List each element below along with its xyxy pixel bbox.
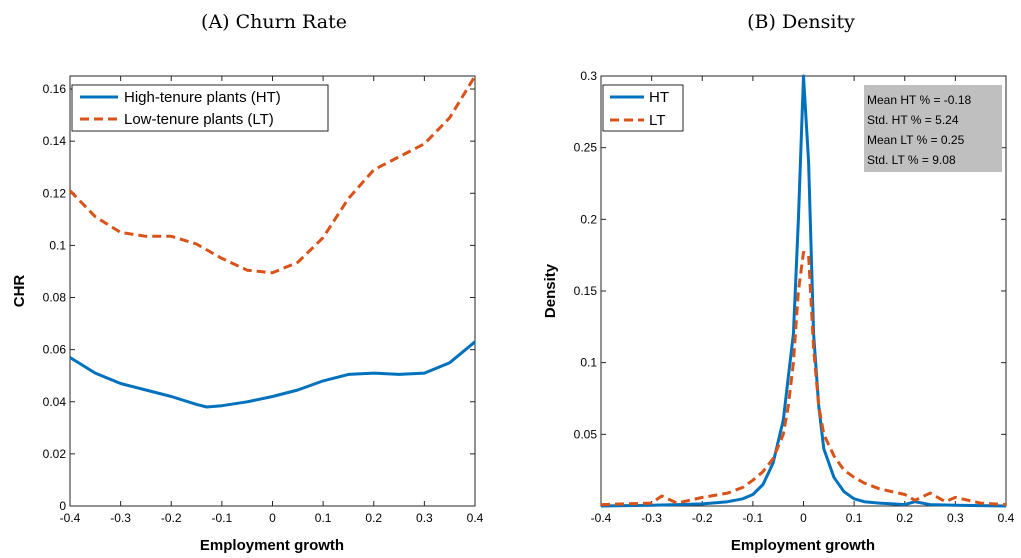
stats-box-background	[864, 85, 1002, 172]
legend-label-ht: High-tenure plants (HT)	[124, 89, 281, 106]
x-tick-label: -0.2	[692, 511, 713, 525]
series-line-ht	[600, 74, 1007, 508]
x-tick-label: 0.2	[896, 511, 913, 525]
x-tick-label: 0.1	[315, 511, 332, 525]
panel-a-y-axis-label: CHR	[11, 275, 28, 308]
y-tick-label: 0.15	[574, 284, 598, 298]
x-tick-label: 0	[800, 511, 807, 525]
panel-b-legend-box	[602, 84, 684, 132]
x-tick-label: 0.4	[467, 511, 484, 525]
x-tick-label: 0.3	[416, 511, 433, 525]
y-tick-label: 0.3	[580, 69, 597, 83]
x-tick-label: 0.1	[846, 511, 863, 525]
stats-mean-ht: Mean HT % = -0.18	[867, 93, 971, 107]
panel-b-legend: HT LT	[602, 84, 684, 132]
y-tick-label: 0.16	[43, 82, 67, 96]
y-tick-label: 0.14	[43, 134, 67, 148]
x-tick-label: -0.3	[641, 511, 662, 525]
legend-label-lt: Low-tenure plants (LT)	[124, 111, 274, 128]
y-tick-label: 0.12	[43, 186, 67, 200]
panel-a-legend: High-tenure plants (HT) Low-tenure plant…	[71, 84, 329, 132]
y-tick-label: 0.1	[580, 356, 597, 370]
y-tick-label: 0.2	[580, 212, 597, 226]
y-tick-label: 0.08	[43, 291, 67, 305]
x-tick-label: -0.1	[212, 511, 233, 525]
panel-a-x-axis-label: Employment growth	[200, 537, 344, 554]
y-tick-label: 0.05	[574, 427, 598, 441]
panel-a-title: (A) Churn Rate	[201, 11, 347, 33]
x-tick-label: -0.3	[110, 511, 131, 525]
x-tick-label: 0	[269, 511, 276, 525]
panel-b: (B) Density -0.4 -0.3 -0.2 -0.1 0 0.1 0.2 0.3 0.…	[542, 11, 1015, 554]
stats-mean-lt: Mean LT % = 0.25	[867, 133, 965, 147]
stats-std-lt: Std. LT % = 9.08	[867, 153, 956, 167]
y-tick-label: 0.02	[43, 447, 67, 461]
x-tick-label: 0.4	[998, 511, 1015, 525]
x-tick-label: -0.4	[591, 511, 612, 525]
panel-a-y-ticks: 0 0.02 0.04 0.06 0.08 0.1 0.12 0.14 0.16	[43, 82, 475, 513]
panel-b-series	[600, 74, 1007, 508]
legend-label-ht: HT	[649, 89, 669, 106]
panel-a: (A) Churn Rate -0.4 -0.3 -0.2 -0.1 0 0.1 0.2 0.…	[11, 11, 484, 554]
panel-b-y-ticks: 0.05 0.1 0.15 0.2 0.25 0.3	[574, 69, 1006, 441]
panel-a-legend-box	[71, 84, 329, 132]
x-tick-label: 0.3	[947, 511, 964, 525]
y-tick-label: 0.04	[43, 395, 67, 409]
series-line-ht	[69, 340, 476, 409]
panel-b-title: (B) Density	[747, 11, 855, 33]
panel-b-x-axis-label: Employment growth	[731, 537, 875, 554]
stats-box: Mean HT % = -0.18 Std. HT % = 5.24 Mean …	[864, 85, 1002, 172]
legend-label-lt: LT	[649, 112, 665, 129]
series-line-lt	[600, 250, 1007, 507]
x-tick-label: -0.4	[60, 511, 81, 525]
x-tick-label: -0.1	[743, 511, 764, 525]
panel-a-plot-area	[69, 75, 476, 507]
y-tick-label: 0.1	[49, 238, 66, 252]
series-line-lt	[68, 75, 477, 275]
panel-b-x-ticks: -0.4 -0.3 -0.2 -0.1 0 0.1 0.2 0.3 0.4	[591, 76, 1015, 525]
panel-b-y-axis-label: Density	[542, 263, 559, 318]
y-tick-label: 0	[59, 499, 66, 513]
x-tick-label: 0.2	[365, 511, 382, 525]
panel-a-x-ticks: -0.4 -0.3 -0.2 -0.1 0 0.1 0.2 0.3 0.4	[60, 76, 484, 525]
y-tick-label: 0.06	[43, 343, 67, 357]
stats-std-ht: Std. HT % = 5.24	[867, 113, 959, 127]
y-tick-label: 0.25	[574, 141, 598, 155]
x-tick-label: -0.2	[161, 511, 182, 525]
panel-a-series	[68, 75, 477, 409]
